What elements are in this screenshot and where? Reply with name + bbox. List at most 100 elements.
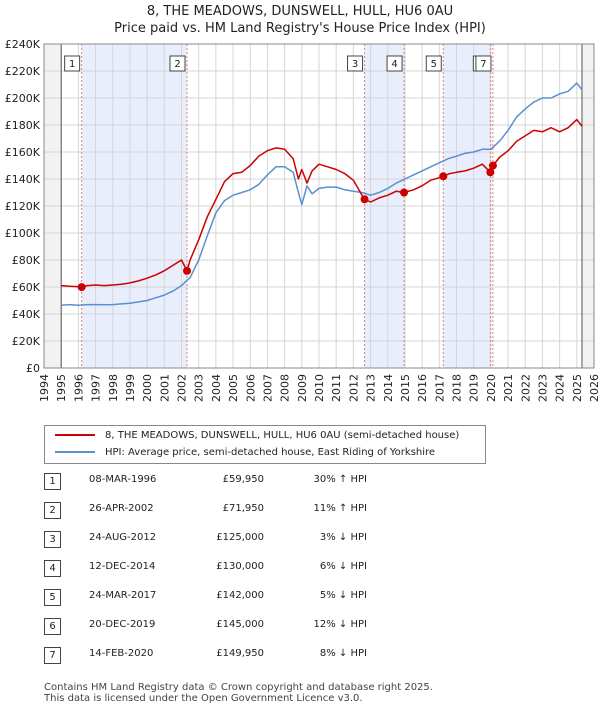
sale-label: 4 xyxy=(391,59,397,70)
transaction-number: 7 xyxy=(44,647,61,664)
legend-label-property: 8, THE MEADOWS, DUNSWELL, HULL, HU6 0AU … xyxy=(105,430,460,441)
x-tick-label: 2010 xyxy=(313,374,326,402)
x-tick-label: 2005 xyxy=(227,374,240,402)
transaction-price: £59,950 xyxy=(222,474,264,485)
y-tick-label: £240K xyxy=(5,38,41,51)
x-tick-label: 1995 xyxy=(55,374,68,402)
chart-subtitle: Price paid vs. HM Land Registry's House … xyxy=(114,21,486,36)
x-tick-label: 2006 xyxy=(244,374,257,402)
x-tick-label: 2008 xyxy=(279,374,292,402)
sale-label: 2 xyxy=(174,59,180,70)
axes: £0 £20K £40K £60K £80K £100K £120K £140K £160K £1… xyxy=(5,38,600,402)
sale-point xyxy=(77,283,86,292)
sale-point xyxy=(360,195,369,204)
x-tick-label: 2026 xyxy=(588,374,600,402)
y-tick-label: £160K xyxy=(5,146,41,159)
sale-point xyxy=(183,266,191,275)
x-tick-label: 2009 xyxy=(296,374,309,402)
x-tick-label: 2001 xyxy=(158,374,171,402)
x-tick-label: 1998 xyxy=(107,374,120,402)
footer-licence: This data is licensed under the Open Gov… xyxy=(44,693,363,704)
x-tick-label: 2023 xyxy=(536,374,549,402)
sale-label-box xyxy=(347,55,364,72)
transaction-price: £145,000 xyxy=(216,619,264,630)
x-tick-label: 2007 xyxy=(261,374,274,402)
x-tick-label: 2024 xyxy=(554,374,567,402)
sale-label-box xyxy=(425,55,442,72)
transaction-number: 5 xyxy=(44,589,61,606)
transaction-number: 3 xyxy=(44,531,61,548)
y-tick-label: £40K xyxy=(12,308,41,321)
y-tick-label: £60K xyxy=(12,281,41,294)
x-tick-label: 2000 xyxy=(141,374,154,402)
x-tick-label: 2016 xyxy=(416,374,429,402)
y-tick-label: £20K xyxy=(12,335,41,348)
legend-swatch-hpi xyxy=(55,451,95,453)
y-tick-label: £100K xyxy=(5,227,41,240)
x-tick-label: 2021 xyxy=(502,374,515,402)
transaction-number: 2 xyxy=(44,502,61,519)
price-chart: 1234567 £0£20K£40K£60K£80K£100K£120K£140… xyxy=(5,38,600,402)
legend-label-hpi: HPI: Average price, semi-detached house,… xyxy=(105,447,436,458)
transaction-price: £71,950 xyxy=(222,503,264,514)
transaction-date: 14-FEB-2020 xyxy=(89,648,154,659)
transaction-hpi: 8% ↓ HPI xyxy=(319,648,367,659)
sale-label-box xyxy=(475,55,492,72)
sale-label: 1 xyxy=(69,59,75,70)
chart-title: 8, THE MEADOWS, DUNSWELL, HULL, HU6 0AU xyxy=(146,4,454,19)
x-tick-label: 2019 xyxy=(468,374,481,402)
transaction-number: 1 xyxy=(44,473,61,490)
y-tick-label: £0 xyxy=(26,362,40,375)
sale-points xyxy=(77,161,497,292)
sale-point xyxy=(486,168,495,177)
sale-label-box xyxy=(169,55,186,72)
y-tick-label: £80K xyxy=(12,254,41,267)
x-tick-label: 2012 xyxy=(347,374,360,402)
x-tick-label: 2014 xyxy=(382,374,395,402)
x-tick-label: 1996 xyxy=(72,374,85,402)
footer-copyright: Contains HM Land Registry data © Crown c… xyxy=(44,682,433,693)
transaction-price: £142,000 xyxy=(216,590,264,601)
transaction-date: 26-APR-2002 xyxy=(89,503,154,514)
x-tick-label: 1997 xyxy=(90,374,103,402)
y-tick-label: £200K xyxy=(5,92,41,105)
legend-swatch-property xyxy=(55,434,95,436)
transaction-price: £130,000 xyxy=(216,561,264,572)
sale-label: 5 xyxy=(431,59,437,70)
hpi-line xyxy=(61,82,583,306)
transaction-hpi: 5% ↓ HPI xyxy=(319,590,367,601)
sale-point xyxy=(488,161,497,170)
transaction-number: 6 xyxy=(44,618,61,635)
y-tick-label: £120K xyxy=(5,200,41,213)
x-tick-label: 2004 xyxy=(210,374,223,402)
transaction-hpi: 6% ↓ HPI xyxy=(319,561,367,572)
transaction-date: 08-MAR-1996 xyxy=(89,474,157,485)
plot-frame xyxy=(43,43,595,369)
x-tick-label: 2013 xyxy=(365,374,378,402)
transaction-date: 24-MAR-2017 xyxy=(89,590,157,601)
sale-label-box xyxy=(386,55,403,72)
transaction-date: 24-AUG-2012 xyxy=(89,532,157,543)
x-tick-label: 2015 xyxy=(399,374,412,402)
transaction-price: £125,000 xyxy=(216,532,264,543)
sale-point xyxy=(439,172,448,181)
x-tick-label: 1994 xyxy=(38,374,51,402)
x-tick-label: 2020 xyxy=(485,374,498,402)
hpi-series xyxy=(61,82,583,306)
y-tick-label: £180K xyxy=(5,119,41,132)
y-tick-label: £140K xyxy=(5,173,41,186)
legend: 8, THE MEADOWS, DUNSWELL, HULL, HU6 0AU … xyxy=(44,425,486,464)
x-tick-label: 2018 xyxy=(451,374,464,402)
x-tick-label: 2017 xyxy=(433,374,446,402)
transaction-hpi: 30% ↑ HPI xyxy=(313,474,367,485)
sale-label: 3 xyxy=(352,59,358,70)
transaction-hpi: 12% ↓ HPI xyxy=(313,619,367,630)
x-tick-label: 2022 xyxy=(519,374,532,402)
x-tick-label: 2025 xyxy=(571,374,584,402)
sale-point xyxy=(400,188,409,197)
transaction-hpi: 11% ↑ HPI xyxy=(313,503,367,514)
sale-markers-vertical xyxy=(81,44,494,368)
sale-label-box xyxy=(64,55,81,72)
x-tick-label: 2002 xyxy=(176,374,189,402)
transaction-date: 20-DEC-2019 xyxy=(89,619,156,630)
